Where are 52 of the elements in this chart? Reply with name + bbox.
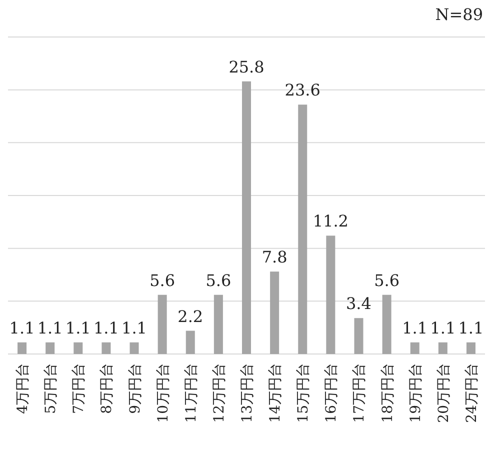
- x-tick-label: 17万円台: [352, 363, 368, 423]
- bar: [102, 342, 111, 354]
- bar: [242, 81, 251, 354]
- bar: [74, 342, 83, 354]
- data-label: 1.1: [402, 318, 428, 338]
- bar: [466, 342, 476, 354]
- data-label: 7.8: [262, 248, 288, 267]
- x-tick-label: 16万円台: [324, 363, 340, 423]
- bar: [130, 342, 139, 354]
- data-label: 1.1: [458, 318, 484, 338]
- bar: [382, 294, 392, 354]
- x-tick-label: 12万円台: [211, 363, 228, 423]
- data-label: 5.6: [206, 270, 232, 290]
- bar: [18, 342, 27, 354]
- data-label: 1.1: [122, 318, 147, 338]
- x-tick-label: 4万円台: [15, 363, 32, 414]
- data-label: 2.2: [178, 306, 204, 326]
- x-tick-label: 8万円台: [99, 363, 116, 414]
- data-label: 5.6: [150, 270, 176, 290]
- data-label: 5.6: [374, 270, 400, 290]
- bar: [410, 342, 420, 354]
- x-tick-label: 19万円台: [408, 363, 424, 423]
- x-tick-label: 10万円台: [155, 363, 172, 423]
- data-label: 11.2: [312, 212, 348, 231]
- x-tick-label: 7万円台: [71, 363, 88, 414]
- bar: [298, 104, 308, 354]
- x-tick-label: 5万円台: [43, 363, 60, 414]
- x-tick-label: 24万円台: [464, 363, 480, 423]
- data-label: 23.6: [284, 80, 320, 100]
- bar: [214, 294, 223, 354]
- x-tick-label: 11万円台: [183, 363, 200, 423]
- bar: [438, 342, 448, 354]
- data-label: 25.8: [228, 57, 264, 76]
- x-tick-label: 13万円台: [240, 363, 256, 423]
- bar: [326, 236, 336, 354]
- x-tick-label: 15万円台: [296, 363, 312, 423]
- text: N=89: [435, 5, 483, 24]
- bar: [270, 272, 280, 354]
- data-label: 1.1: [430, 318, 456, 338]
- bar: [158, 294, 167, 354]
- data-label: 3.4: [346, 294, 372, 314]
- x-tick-label: 9万円台: [127, 363, 144, 414]
- bar: [46, 342, 55, 354]
- x-tick-label: 18万円台: [380, 363, 396, 423]
- x-tick-label: 20万円台: [436, 363, 452, 423]
- data-label: 1.1: [9, 318, 35, 338]
- bar: [354, 318, 364, 354]
- data-label: 1.1: [93, 318, 119, 338]
- data-label: 1.1: [65, 318, 91, 338]
- x-tick-label: 14万円台: [268, 363, 284, 423]
- bar: [186, 330, 195, 354]
- data-label: 1.1: [37, 318, 63, 338]
